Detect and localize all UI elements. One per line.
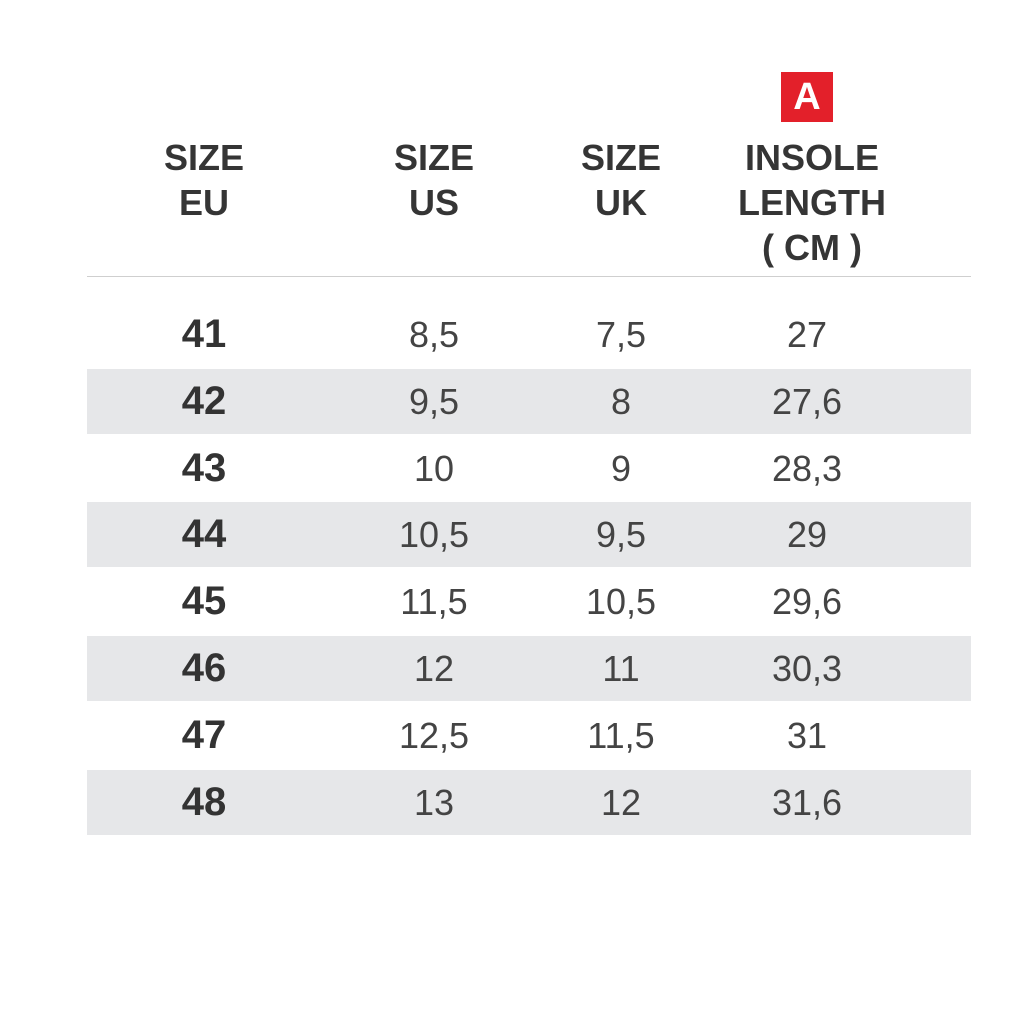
table-cell: 47: [181, 712, 227, 757]
table-cell: 12: [413, 648, 455, 689]
table-cell: 13: [413, 781, 455, 823]
table-cell: 11,5: [400, 581, 468, 623]
table-cell: 45: [181, 579, 227, 624]
header-line: LENGTH: [738, 182, 886, 223]
table-row: 42 9,5 8 27,6: [87, 368, 971, 434]
table-cell: 29,6: [771, 581, 843, 623]
table-cell: 31,6: [771, 781, 843, 823]
table-row: 44 10,5 9,5 29: [87, 502, 971, 568]
table-cell: 10,5: [398, 514, 470, 556]
table-cell: 46: [181, 646, 227, 690]
column-header: SIZE EU: [94, 135, 314, 225]
table-cell: 41: [181, 312, 227, 356]
table-row: 46 12 11 30,3: [87, 636, 971, 701]
table-cell: 43: [181, 445, 227, 490]
table-cell: 42: [181, 378, 227, 423]
header-line: EU: [178, 182, 229, 223]
table-row: 41 8,5 7,5 27: [87, 302, 971, 367]
table-row: 47 12,5 11,5 31: [87, 703, 971, 768]
header-line: SIZE: [580, 137, 661, 178]
column-header: SIZE US: [324, 135, 544, 225]
table-cell: 9,5: [408, 380, 460, 422]
table-cell: 30,3: [771, 648, 843, 689]
table-cell: 10: [413, 447, 455, 489]
table-cell: 48: [181, 779, 227, 824]
column-header: SIZE UK: [511, 135, 731, 225]
table-row: 43 10 9 28,3: [87, 436, 971, 501]
table-row: 48 13 12 31,6: [87, 769, 971, 835]
table-cell: 44: [181, 512, 227, 557]
table-cell: 7,5: [595, 314, 647, 355]
header-line: INSOLE: [744, 137, 879, 178]
table-cell: 27,6: [771, 380, 843, 422]
table-cell: 11,5: [587, 714, 655, 756]
table-cell: 8: [610, 380, 632, 422]
table-cell: 27: [786, 314, 828, 355]
table-cell: 29: [786, 514, 828, 556]
table-cell: 12,5: [398, 714, 470, 756]
table-cell: 9: [610, 447, 632, 489]
column-header: INSOLE LENGTH( CM ): [702, 135, 922, 270]
header-line: SIZE: [163, 137, 244, 178]
header-line: UK: [595, 182, 647, 223]
table-cell: 28,3: [771, 447, 843, 489]
badge: A: [781, 72, 833, 122]
table-cell: 12: [600, 781, 642, 823]
header-line: SIZE: [393, 137, 474, 178]
header-line: US: [408, 182, 459, 223]
table-row: 45 11,5 10,5 29,6: [87, 569, 971, 634]
table-cell: 9,5: [595, 514, 647, 556]
header-divider: [87, 276, 971, 277]
table-cell: 31: [786, 714, 828, 756]
table-cell: 8,5: [408, 314, 460, 355]
table-cell: 10,5: [585, 581, 657, 623]
table-cell: 11: [602, 648, 640, 689]
header-line: ( CM ): [762, 227, 862, 268]
